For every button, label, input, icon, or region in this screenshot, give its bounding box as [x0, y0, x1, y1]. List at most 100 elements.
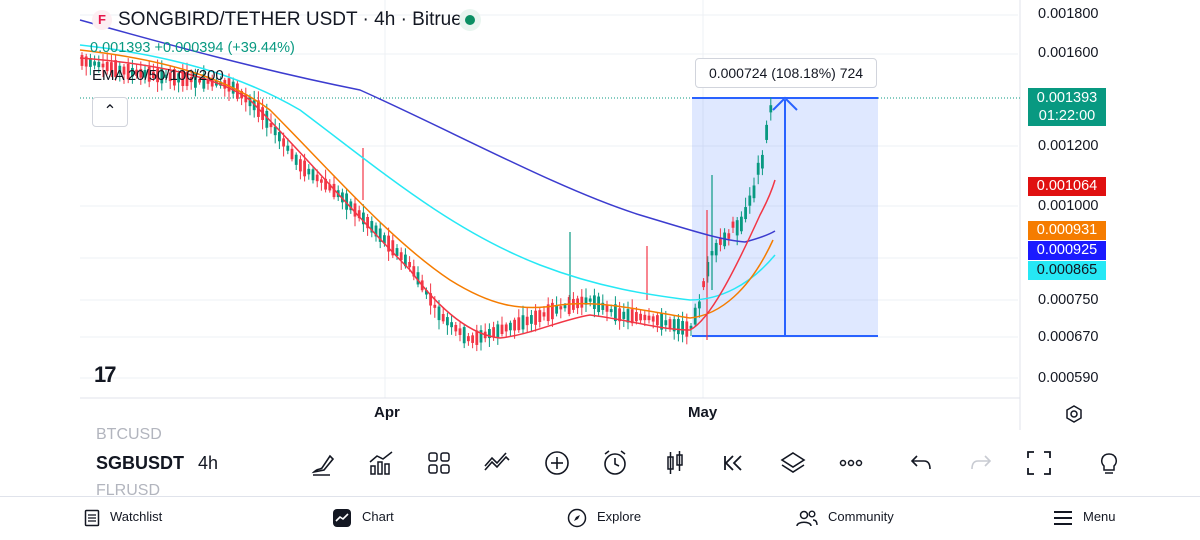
replay-icon[interactable]	[718, 448, 748, 478]
chart-settings-icon[interactable]	[1064, 404, 1084, 424]
candle-body	[664, 320, 668, 326]
ideas-icon[interactable]	[1094, 448, 1124, 478]
candle-body	[395, 248, 399, 256]
more-icon[interactable]	[836, 448, 866, 478]
time-tick-may: May	[688, 404, 718, 421]
last-quote: 0.001393 +0.000394 (+39.44%)	[90, 40, 295, 56]
nav-explore[interactable]: Explore	[567, 507, 641, 527]
candle-body	[614, 304, 617, 322]
redo-icon[interactable]	[966, 448, 996, 478]
candle-body	[538, 310, 542, 322]
fullscreen-icon[interactable]	[1024, 448, 1054, 478]
candle-body	[143, 70, 147, 78]
last-price-value: 0.001393	[1036, 90, 1098, 106]
candle-body	[139, 68, 143, 78]
candle-body	[206, 80, 210, 84]
templates-icon[interactable]	[424, 448, 454, 478]
ema-100-line	[79, 44, 776, 301]
nav-community[interactable]: Community	[796, 507, 894, 527]
candle-body	[307, 168, 311, 175]
candle-body	[546, 304, 550, 322]
price-tick: 0.000590	[1038, 370, 1099, 386]
candle-body	[374, 225, 378, 237]
price-chart[interactable]	[0, 0, 1200, 430]
nav-chart[interactable]: Chart	[332, 507, 394, 527]
nav-watchlist[interactable]: Watchlist	[84, 507, 162, 527]
candle-body	[135, 69, 138, 76]
candles	[80, 52, 773, 352]
compare-icon[interactable]	[482, 448, 512, 478]
ema-200-line	[79, 19, 776, 243]
collapse-legend-button[interactable]: ⌃	[92, 97, 128, 127]
candle-body	[269, 123, 273, 128]
symbol-selector[interactable]: SGBUSDT	[96, 453, 185, 473]
candle-body	[387, 235, 390, 252]
candle-body	[84, 56, 88, 67]
candle-body	[110, 62, 113, 73]
chart-grid	[80, 0, 1018, 398]
candle-body	[89, 58, 92, 67]
candle-body	[630, 309, 634, 324]
candle-body	[105, 61, 109, 72]
candle-body	[668, 319, 672, 329]
candle-body	[383, 235, 386, 244]
candle-body	[761, 154, 764, 169]
price-tick: 0.000670	[1038, 329, 1099, 345]
chevron-up-icon: ⌃	[103, 103, 117, 120]
interval-selector[interactable]: 4h	[198, 453, 219, 473]
candle-body	[601, 302, 605, 310]
layers-icon[interactable]	[778, 448, 808, 478]
nav-community-label: Community	[828, 509, 894, 524]
candle-body	[706, 262, 710, 277]
indicators-icon[interactable]	[366, 448, 396, 478]
candle-body	[752, 185, 756, 199]
candle-body	[521, 315, 525, 330]
price-tick: 0.001200	[1038, 138, 1099, 154]
symbol-title[interactable]: SONGBIRD/TETHER USDT · 4h · Bitrue	[118, 9, 462, 30]
watchlist-icon	[84, 509, 100, 526]
candle-body	[467, 336, 470, 342]
candle-body	[198, 78, 201, 83]
candle-body	[353, 203, 357, 217]
ema200-price-label: 0.000925	[1028, 241, 1106, 260]
candle-body	[210, 78, 214, 87]
alert-icon[interactable]	[600, 448, 630, 478]
candle-body	[433, 304, 437, 308]
hamburger-icon	[1054, 510, 1072, 525]
candle-body	[362, 212, 365, 225]
add-icon[interactable]	[542, 448, 572, 478]
price-tick: 0.001600	[1038, 45, 1099, 61]
candle-body	[152, 71, 155, 78]
candle-body	[698, 301, 701, 309]
candle-body	[366, 217, 369, 229]
candle-body	[735, 220, 739, 236]
undo-icon[interactable]	[906, 448, 936, 478]
candle-body	[349, 201, 353, 211]
candle-body	[660, 313, 663, 330]
ema-indicator-legend[interactable]: EMA 20/50/100/200	[92, 67, 224, 84]
candle-body	[605, 305, 609, 312]
nav-menu[interactable]: Menu	[1053, 507, 1116, 527]
drawing-icon[interactable]	[308, 448, 338, 478]
candle-body	[542, 312, 546, 317]
symbol-list-prev[interactable]: BTCUSD	[96, 426, 162, 443]
candle-body	[689, 325, 693, 329]
symbol-list-next[interactable]: FLRUSD	[96, 482, 161, 499]
candle-body	[446, 317, 449, 326]
bottom-navigation	[0, 496, 1200, 540]
candle-body	[122, 66, 126, 75]
candle-body	[273, 126, 277, 136]
candle-body	[425, 290, 428, 295]
candle-body	[320, 179, 323, 183]
candle-body	[416, 272, 420, 285]
candle-body	[454, 324, 458, 332]
candle-body	[114, 60, 117, 77]
candle-body	[588, 298, 592, 302]
candle-body	[500, 324, 504, 335]
last-price-label: 0.001393 01:22:00	[1028, 88, 1106, 126]
candle-body	[559, 306, 563, 310]
price-tick: 0.000750	[1038, 292, 1099, 308]
candle-body	[101, 63, 105, 68]
candle-body	[731, 221, 735, 228]
chart-type-icon[interactable]	[660, 448, 690, 478]
